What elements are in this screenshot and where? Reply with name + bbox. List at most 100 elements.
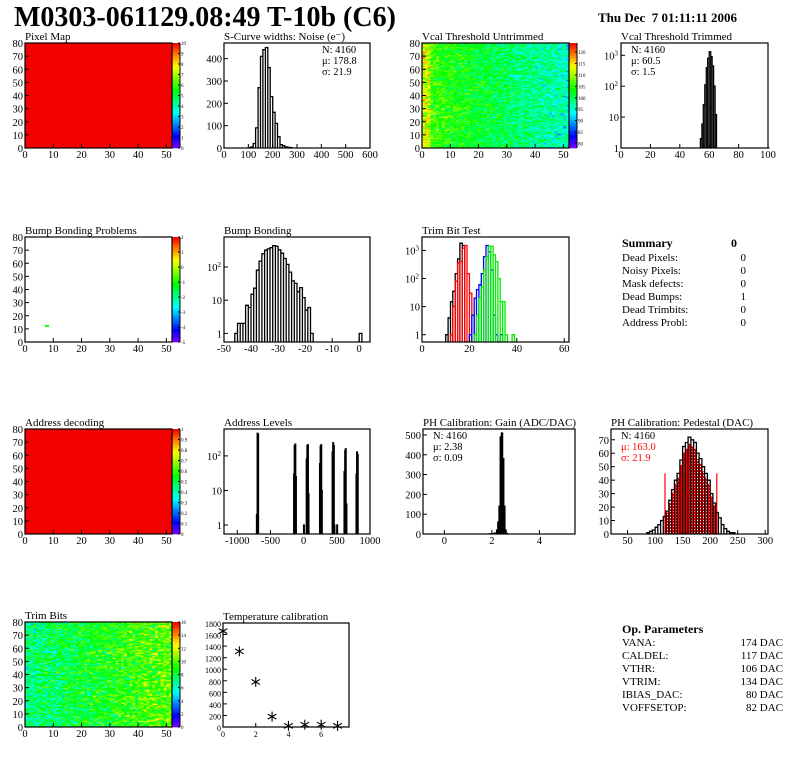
heatmap-cell — [560, 67, 564, 70]
heatmap-cell — [518, 65, 522, 67]
heatmap-cell — [438, 99, 443, 102]
heatmap-cell — [481, 57, 485, 60]
x-tick-label: 50 — [622, 536, 633, 547]
heatmap-cell — [537, 86, 542, 88]
heatmap-cell — [509, 79, 513, 82]
heatmap-cell — [537, 43, 542, 45]
stats-line: μ: 2.38 — [433, 442, 463, 453]
heatmap-cell — [472, 56, 477, 58]
heatmap-cell — [458, 87, 462, 90]
heatmap-cell — [537, 71, 542, 74]
y-tick-label: 20 — [599, 503, 610, 514]
heatmap-cell — [543, 85, 547, 87]
heatmap-cell — [540, 130, 544, 133]
heatmap-cell — [546, 56, 550, 58]
heatmap-cell — [498, 92, 502, 95]
heatmap-cell — [520, 67, 525, 70]
heatmap-cell — [464, 112, 468, 115]
heatmap-cell — [552, 123, 556, 125]
heatmap-cell — [27, 624, 31, 627]
heatmap-cell — [515, 69, 519, 71]
heatmap-cell — [441, 108, 445, 111]
heatmap-cell — [509, 43, 513, 45]
heatmap-cell — [552, 108, 556, 111]
heatmap-cell — [447, 60, 451, 62]
heatmap-cell — [438, 106, 443, 108]
heatmap-cell — [475, 46, 479, 49]
heatmap-cell — [489, 90, 493, 92]
heatmap-cell — [433, 95, 437, 98]
heatmap-cell — [535, 96, 539, 99]
heatmap-cell — [503, 82, 508, 84]
heatmap-cell — [470, 71, 474, 74]
heatmap-cell — [554, 64, 558, 66]
y-tick-label: 70 — [13, 438, 24, 449]
heatmap-cell — [438, 124, 443, 126]
heatmap-cell — [436, 140, 440, 142]
heatmap-cell — [489, 103, 493, 105]
heatmap-cell — [506, 123, 510, 125]
heatmap-cell — [481, 46, 485, 49]
heatmap-cell — [540, 79, 544, 82]
y-tick-label: 70 — [599, 436, 610, 447]
heatmap-cell — [501, 128, 505, 130]
heatmap-cell — [520, 108, 525, 111]
heatmap-cell — [501, 108, 505, 111]
heatmap-cell — [506, 53, 510, 56]
heatmap-cell — [481, 70, 485, 73]
heatmap-cell — [552, 130, 556, 133]
heatmap-cell — [453, 86, 457, 88]
heatmap-cell — [535, 104, 539, 107]
heatmap-cell — [478, 87, 482, 90]
palette-swatch — [172, 132, 180, 136]
heatmap-cell — [447, 144, 451, 146]
heatmap-cell — [520, 45, 525, 48]
heatmap-cell — [543, 44, 547, 46]
heatmap-cell — [503, 44, 508, 46]
heatmap-cell — [515, 134, 519, 137]
heatmap-cell — [503, 141, 508, 144]
y-tick-label: 40 — [13, 286, 24, 297]
heatmap-cell — [492, 120, 496, 123]
heatmap-cell — [492, 103, 496, 105]
heatmap-cell — [515, 82, 519, 84]
heatmap-cell — [455, 65, 460, 67]
heatmap-cell — [461, 128, 465, 130]
heatmap-cell — [436, 102, 440, 104]
y-tick-label: 70 — [13, 52, 24, 63]
heatmap-cell — [487, 125, 491, 128]
heatmap-cell — [461, 61, 465, 63]
heatmap-cell — [554, 95, 558, 98]
heatmap-cell — [430, 87, 434, 90]
heatmap-cell — [489, 133, 493, 136]
y-tick-label: 20 — [13, 312, 24, 323]
heatmap-cell — [503, 144, 508, 146]
heatmap-cell — [30, 674, 34, 677]
heatmap-cell — [472, 136, 477, 138]
heatmap-cell — [455, 82, 460, 84]
heatmap-cell — [464, 56, 468, 58]
heatmap-cell — [444, 65, 448, 67]
heatmap-cell — [549, 64, 553, 66]
heatmap-cell — [427, 75, 431, 78]
heatmap-cell — [447, 58, 451, 61]
heatmap-cell — [447, 67, 451, 70]
heatmap-cell — [532, 82, 536, 84]
palette-swatch — [172, 434, 180, 438]
heatmap-cell — [447, 98, 451, 100]
heatmap-cell — [441, 57, 445, 60]
heatmap-cell — [489, 141, 493, 144]
heatmap-cell — [472, 71, 477, 74]
heatmap-cell — [455, 85, 460, 87]
heatmap-cell — [478, 109, 482, 112]
heatmap-cell — [566, 54, 570, 57]
heatmap-cell — [25, 720, 29, 723]
heatmap-cell — [458, 123, 462, 125]
heatmap-cell — [529, 112, 533, 115]
heatmap-cell — [27, 716, 31, 719]
heatmap-cell — [461, 116, 465, 119]
heatmap-cell — [501, 103, 505, 105]
heatmap-cell — [535, 115, 539, 117]
heatmap-cell — [430, 116, 434, 119]
heatmap-cell — [518, 49, 522, 52]
